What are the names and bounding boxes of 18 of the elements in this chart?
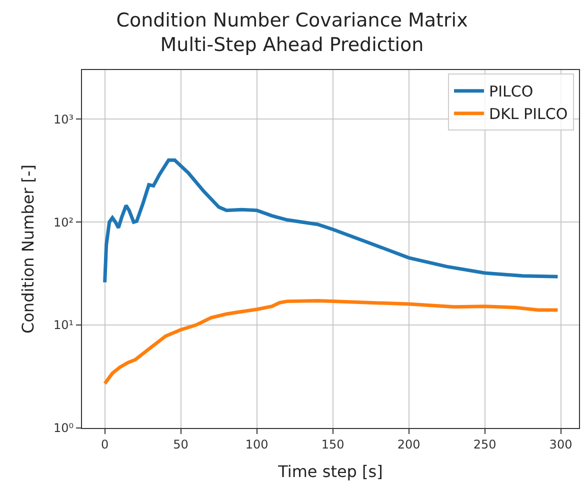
y-tick-label: 10³ xyxy=(54,112,74,126)
y-tick-label: 10² xyxy=(54,215,74,230)
y-tick-label: 10⁰ xyxy=(54,421,74,436)
chart-title: Condition Number Covariance Matrix Multi-Step Ahead Prediction xyxy=(116,10,468,56)
x-tick-label: 300 xyxy=(549,437,572,452)
y-tick-label: 10¹ xyxy=(54,318,74,332)
legend-label: PILCO xyxy=(489,82,534,101)
y-axis-title: Condition Number [-] xyxy=(18,164,38,334)
x-tick-label: 150 xyxy=(321,437,344,452)
x-axis-title: Time step [s] xyxy=(277,462,383,482)
x-tick-label: 250 xyxy=(473,437,496,452)
x-tick-label: 50 xyxy=(173,437,188,452)
x-tick-label: 0 xyxy=(100,437,109,452)
legend-label: DKL PILCO xyxy=(489,105,568,124)
line-series xyxy=(103,158,560,284)
line-series xyxy=(103,299,560,386)
x-tick-label: 200 xyxy=(397,437,420,452)
x-tick-label: 100 xyxy=(245,437,268,452)
